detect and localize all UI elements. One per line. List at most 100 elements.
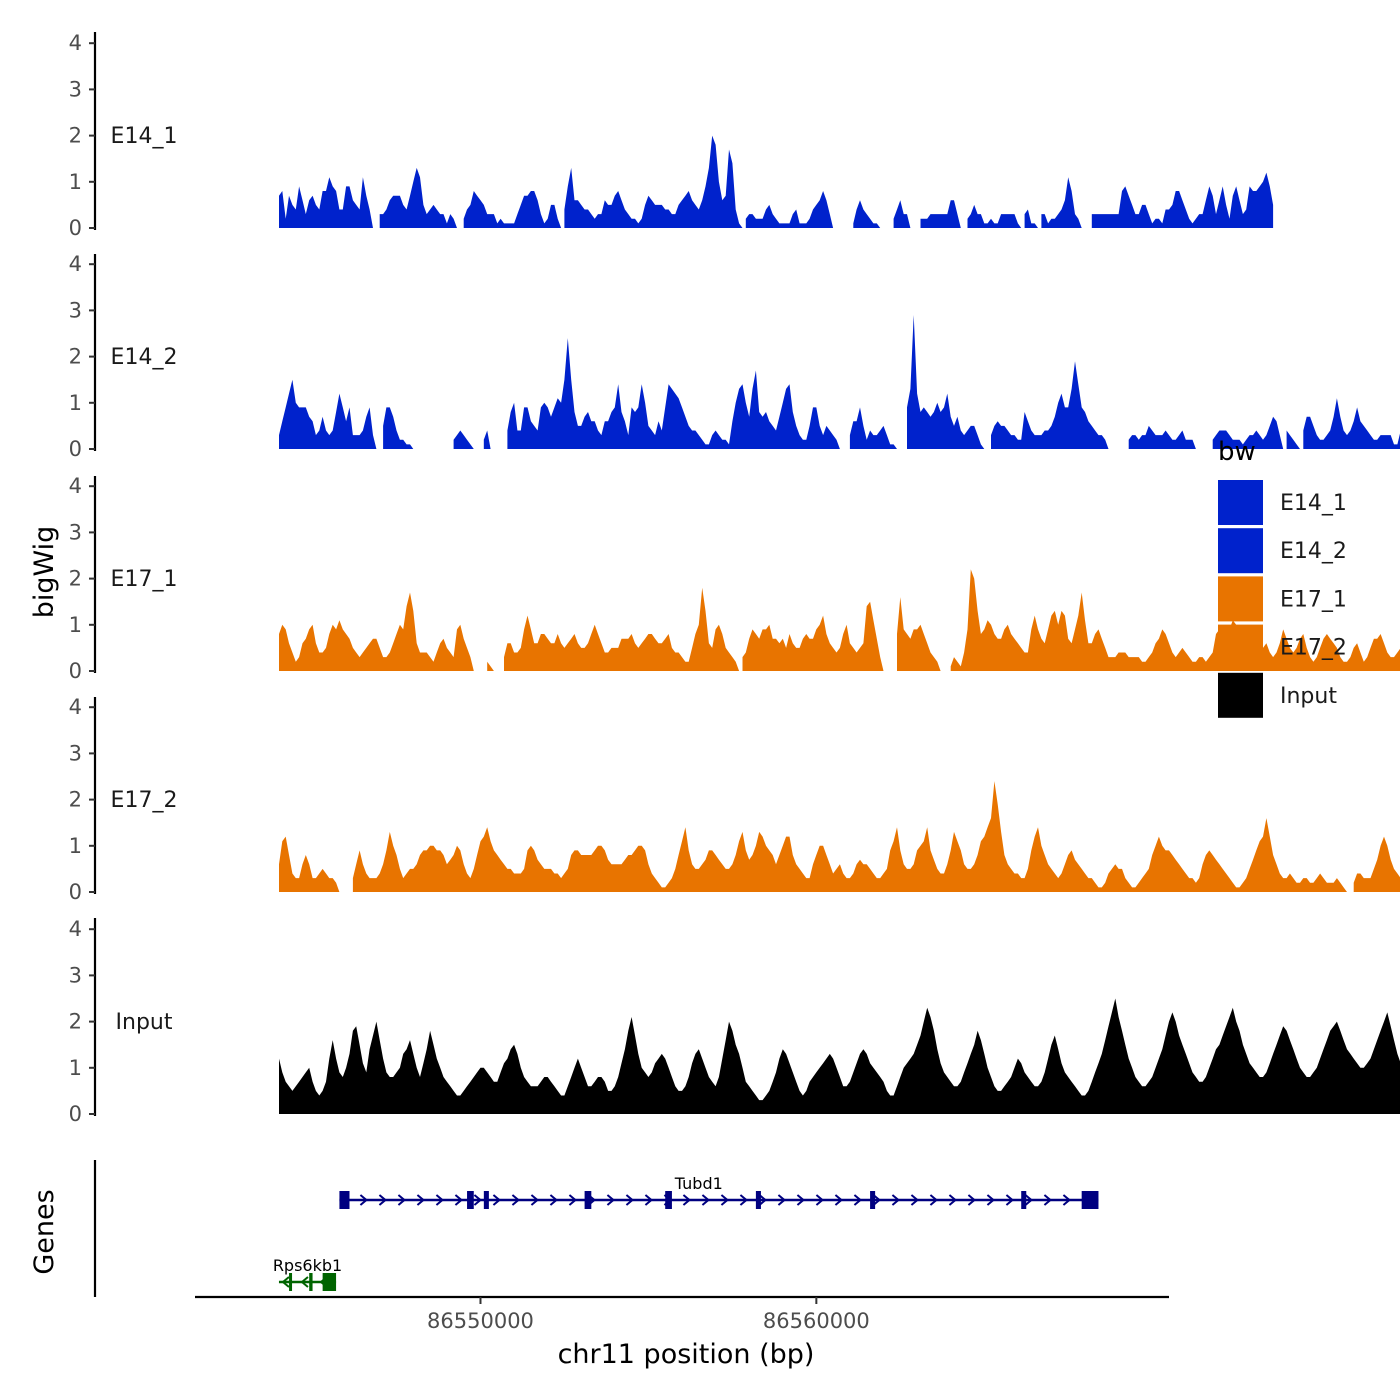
y-tick-label: 1 bbox=[69, 170, 82, 194]
signal-area bbox=[383, 407, 414, 449]
legend-entry-input: Input bbox=[1218, 672, 1337, 718]
legend-entry-e17_1: E17_1 bbox=[1218, 576, 1347, 622]
signal-area bbox=[1091, 172, 1274, 228]
legend-label: E17_2 bbox=[1280, 636, 1347, 661]
y-tick-label: 0 bbox=[69, 216, 82, 240]
legend-label: E14_1 bbox=[1280, 491, 1347, 516]
exon-block bbox=[289, 1273, 293, 1291]
strand-arrow bbox=[492, 1194, 501, 1206]
y-tick-label: 0 bbox=[69, 1102, 82, 1126]
strand-arrow bbox=[530, 1194, 539, 1206]
exon-block bbox=[467, 1191, 474, 1209]
track-e17_1: 0 1 2 3 4 E17_1 bbox=[69, 474, 1400, 683]
exon-block bbox=[322, 1273, 337, 1291]
y-tick-label: 0 bbox=[69, 880, 82, 904]
track-input: 0 1 2 3 4 Input bbox=[69, 917, 1400, 1126]
y-tick-label: 2 bbox=[69, 345, 82, 369]
strand-arrow bbox=[853, 1194, 862, 1206]
strand-arrow bbox=[644, 1194, 653, 1206]
x-tick-label: 86560000 bbox=[763, 1309, 870, 1333]
gene-label: Tubd1 bbox=[674, 1174, 723, 1193]
legend-title: bw bbox=[1218, 437, 1256, 467]
y-tick-label: 2 bbox=[69, 567, 82, 591]
exon-block bbox=[1081, 1191, 1099, 1209]
legend: bw E14_1 E14_2 E17_1 E17_2 Input bbox=[1218, 437, 1347, 718]
exon-block bbox=[665, 1191, 672, 1209]
strand-arrow bbox=[1062, 1194, 1071, 1206]
exon-block bbox=[755, 1191, 761, 1209]
strand-arrow bbox=[891, 1194, 900, 1206]
signal-area bbox=[967, 204, 1022, 228]
bigwig-tracks: 0 1 2 3 4 E14_1 0 1 2 3 4 E14_2 0 1 2 3 4 E17_1 0 1 2 3 4 E17_2… bbox=[69, 31, 1400, 1126]
signal-area bbox=[352, 781, 1347, 892]
signal-area bbox=[1303, 398, 1400, 449]
y-tick-label: 4 bbox=[69, 917, 82, 941]
signal-area bbox=[991, 361, 1109, 449]
signal-area bbox=[507, 338, 840, 449]
y-tick-label: 3 bbox=[69, 77, 82, 101]
track-label: E17_1 bbox=[111, 567, 178, 592]
y-tick-label: 2 bbox=[69, 1010, 82, 1034]
legend-swatch bbox=[1218, 624, 1263, 670]
strand-arrow bbox=[454, 1194, 463, 1206]
strand-arrow bbox=[720, 1194, 729, 1206]
strand-arrow bbox=[281, 1276, 290, 1288]
y-tick-label: 2 bbox=[69, 788, 82, 812]
signal-area bbox=[1128, 425, 1196, 449]
legend-swatch bbox=[1218, 528, 1263, 574]
track-e14_1: 0 1 2 3 4 E14_1 bbox=[69, 31, 1274, 240]
signal-area bbox=[1212, 416, 1284, 449]
y-tick-label: 3 bbox=[69, 741, 82, 765]
signal-area bbox=[853, 200, 881, 228]
track-label: E14_1 bbox=[111, 124, 178, 149]
genes-axis-title: Genes bbox=[29, 1189, 60, 1274]
strand-arrow bbox=[739, 1194, 748, 1206]
signal-area bbox=[379, 167, 457, 228]
legend-swatch bbox=[1218, 480, 1263, 525]
strand-arrow bbox=[948, 1194, 957, 1206]
legend-entry-e14_2: E14_2 bbox=[1218, 528, 1347, 574]
y-tick-label: 1 bbox=[69, 613, 82, 637]
x-axis-title: chr11 position (bp) bbox=[558, 1339, 815, 1370]
y-tick-label: 0 bbox=[69, 659, 82, 683]
legend-entry-e17_2: E17_2 bbox=[1218, 624, 1347, 670]
exon-block bbox=[339, 1191, 350, 1209]
strand-arrow bbox=[378, 1194, 387, 1206]
signal-area bbox=[920, 200, 961, 228]
track-label: Input bbox=[116, 1010, 173, 1035]
track-e17_2: 0 1 2 3 4 E17_2 bbox=[69, 695, 1400, 904]
strand-arrow bbox=[511, 1194, 520, 1206]
y-axis-title: bigWig bbox=[29, 526, 60, 619]
x-axis: 86550000 86560000 bbox=[195, 1295, 1169, 1333]
strand-arrow bbox=[397, 1194, 406, 1206]
y-tick-label: 4 bbox=[69, 31, 82, 55]
gene-label: Rps6kb1 bbox=[273, 1256, 342, 1275]
signal-area bbox=[483, 430, 491, 449]
signal-area bbox=[279, 998, 1400, 1114]
strand-arrow bbox=[701, 1194, 710, 1206]
signal-area bbox=[1353, 836, 1400, 892]
signal-area bbox=[279, 836, 340, 892]
y-tick-label: 2 bbox=[69, 124, 82, 148]
exon-block bbox=[870, 1191, 876, 1209]
y-tick-label: 1 bbox=[69, 834, 82, 858]
track-label: E17_2 bbox=[111, 788, 178, 813]
strand-arrow bbox=[568, 1194, 577, 1206]
strand-arrow bbox=[777, 1194, 786, 1206]
strand-arrow bbox=[834, 1194, 843, 1206]
strand-arrow bbox=[625, 1194, 634, 1206]
signal-area bbox=[453, 430, 474, 449]
legend-label: Input bbox=[1280, 684, 1337, 709]
strand-arrow bbox=[872, 1194, 881, 1206]
exon-block bbox=[584, 1191, 592, 1209]
legend-label: E17_1 bbox=[1280, 587, 1347, 612]
strand-arrow bbox=[473, 1194, 482, 1206]
y-tick-label: 1 bbox=[69, 391, 82, 415]
strand-arrow bbox=[606, 1194, 615, 1206]
y-tick-label: 3 bbox=[69, 963, 82, 987]
signal-area bbox=[1041, 177, 1082, 228]
track-label: E14_2 bbox=[111, 345, 178, 370]
signal-area bbox=[279, 177, 373, 228]
signal-area bbox=[745, 191, 834, 228]
strand-arrow bbox=[796, 1194, 805, 1206]
